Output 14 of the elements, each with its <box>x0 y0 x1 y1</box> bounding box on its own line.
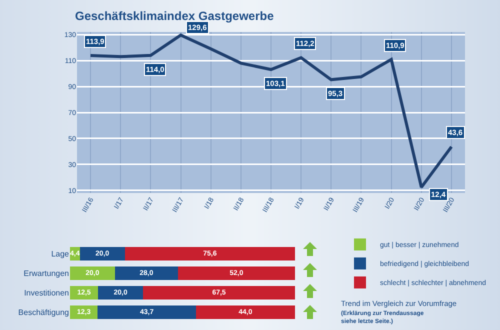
y-tick-label: Erwartungen <box>24 269 69 278</box>
bar <box>143 286 295 300</box>
bar <box>115 266 178 280</box>
bar <box>196 305 295 320</box>
bar <box>80 246 125 261</box>
bar <box>98 286 144 300</box>
y-tick-label: Beschäftigung <box>18 308 69 318</box>
bar <box>178 266 295 280</box>
bar <box>98 305 196 320</box>
bar <box>124 246 295 261</box>
y-tick-label: Investitionen <box>24 288 69 298</box>
bar <box>70 266 115 280</box>
y-tick-label: Lage <box>51 250 70 259</box>
chart-title: Geschäftsklimaindex Gastgewerbe <box>75 8 274 23</box>
